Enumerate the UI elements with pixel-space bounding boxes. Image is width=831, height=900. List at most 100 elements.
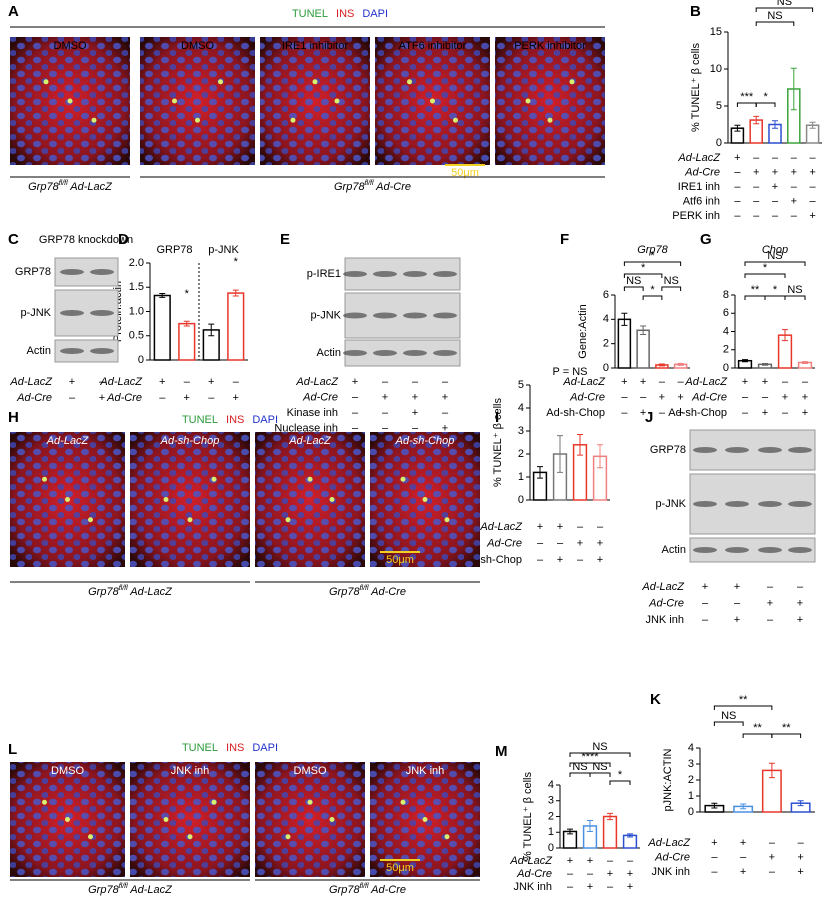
condition-mark: + [769,851,775,863]
tunel-spot [312,79,318,85]
nuclei [255,432,365,567]
genotype: fl/fl [119,883,128,890]
tunel-spot [163,497,169,502]
condition-mark: + [734,614,740,626]
error-bar [802,361,808,364]
sig-label: * [234,256,239,268]
channel-name: DAPI [252,414,278,426]
condition-label: Ad-Cre [516,868,552,880]
y-tick-label: 3 [548,795,554,807]
band [758,547,782,553]
sig-label: * [641,262,646,274]
condition-label: Ad-Cre [648,597,684,609]
y-tick-label: 15 [710,26,722,38]
condition-mark: + [159,376,165,388]
condition-mark: – [797,581,804,593]
condition-mark: + [797,614,803,626]
tunel-spot [307,476,313,482]
panel-letter: D [118,231,129,248]
panel-letter: F [560,231,569,248]
condition-mark: – [772,152,779,164]
tunel-spot [187,517,193,523]
condition-label: Ad-Cre [654,851,690,863]
tunel-spot [569,79,575,85]
panel-letter: M [495,743,508,760]
condition-mark: – [791,181,798,193]
condition-mark: + [711,837,717,849]
channel-name: INS [226,742,244,754]
error-bar [658,363,665,367]
condition-mark: + [607,868,613,880]
condition-mark: – [734,166,741,178]
condition-mark: – [742,391,749,403]
gene: Grp78 [334,181,365,193]
error-bar [742,359,748,363]
genotype: fl/fl [365,180,374,187]
tunel-spot [43,79,49,85]
y-axis-label: % TUNEL⁺ β cells [522,772,534,861]
band [403,350,427,356]
condition-mark: – [798,837,805,849]
condition-mark: + [597,554,603,566]
condition-mark: – [711,851,718,863]
error-bar [768,762,775,779]
sig-bracket [742,733,773,738]
bar [227,292,245,361]
sig-label: * [650,284,655,296]
nuclei [255,762,365,877]
tunel-spot [422,817,428,822]
panel-letter: K [650,691,661,708]
condition-mark: + [677,407,683,419]
y-tick-label: 2 [723,344,729,356]
condition-mark: + [734,581,740,593]
sig-label: ** [751,284,760,296]
sig-bracket [623,286,644,291]
tunel-spot [211,799,217,805]
condition-mark: – [762,391,769,403]
condition-label: Ad-Cre [16,392,52,404]
y-tick-label: 2.0 [129,257,144,269]
band [373,271,397,277]
error-bar [607,812,613,821]
condition-mark: + [587,855,593,867]
band [403,271,427,277]
group-label: Grp78fl/fl Ad-Cre [329,585,406,598]
channel-name: DAPI [362,8,388,20]
condition-mark: – [537,554,544,566]
band [758,447,782,453]
condition-mark: – [184,376,191,388]
error-bar [627,833,633,838]
condition-mark: + [791,166,797,178]
scale-label: 50μm [386,554,414,566]
y-tick-label: 0.5 [129,330,144,342]
condition-mark: – [810,181,817,193]
tunel-spot [195,117,200,123]
tunel-spot [65,817,70,822]
y-tick-label: 10 [710,63,722,75]
y-tick-label: 1.5 [129,281,144,293]
condition-mark: + [587,881,593,893]
condition-mark: – [734,195,741,207]
blot-label: GRP78 [650,444,686,456]
band [433,271,457,277]
condition-mark: + [797,866,803,878]
condition-label: Ad-LacZ [647,837,691,849]
y-tick-label: 3 [518,425,524,437]
y-tick-label: 2 [518,448,524,460]
condition-label: Ad-LacZ [509,855,553,867]
y-tick-label: 6 [723,307,729,319]
nuclei [495,37,605,165]
y-tick-label: 3 [688,758,694,770]
vector: Ad-LacZ [128,586,174,598]
group-label: Grp78fl/fl Ad-LacZ [28,180,113,193]
band [693,447,717,453]
image-label: DMSO [181,40,214,52]
nuclei [140,37,255,165]
condition-mark: + [802,407,808,419]
band [60,310,84,316]
scale-label: 50μm [451,167,479,179]
error-bar [159,293,166,298]
sig-label: NS [664,275,679,287]
sig-label: *** [740,91,754,103]
vector: Ad-Cre [374,181,412,193]
